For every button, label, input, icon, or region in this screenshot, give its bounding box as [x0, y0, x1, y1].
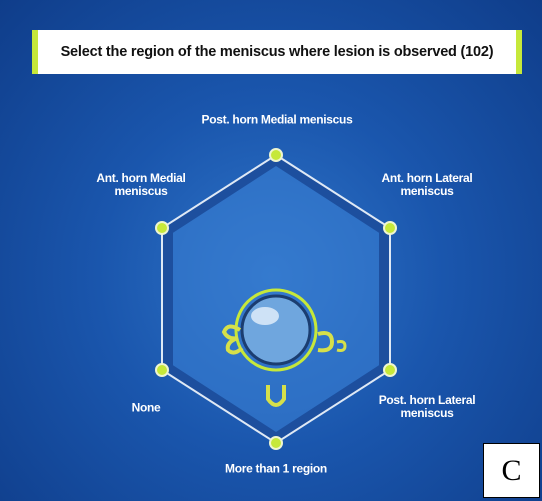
screen: Select the region of the meniscus where …	[0, 0, 542, 501]
option-dot[interactable]	[384, 222, 396, 234]
option-dot[interactable]	[270, 149, 282, 161]
panel-label: C	[483, 443, 540, 498]
option-dot[interactable]	[270, 437, 282, 449]
option-label[interactable]: More than 1 region	[196, 463, 356, 476]
option-label[interactable]: Ant. horn Lateral meniscus	[372, 172, 482, 198]
lens-highlight	[251, 307, 279, 325]
option-dot[interactable]	[156, 364, 168, 376]
title-bar: Select the region of the meniscus where …	[32, 30, 522, 74]
hexagon-graphic	[0, 0, 542, 501]
option-label[interactable]: Post. horn Medial meniscus	[177, 114, 377, 127]
option-label[interactable]: None	[106, 402, 186, 415]
title: Select the region of the meniscus where …	[61, 44, 494, 60]
option-label[interactable]: Ant. horn Medial meniscus	[86, 172, 196, 198]
option-label[interactable]: Post. horn Lateral meniscus	[372, 394, 482, 420]
option-dot[interactable]	[156, 222, 168, 234]
lens	[242, 296, 310, 364]
option-dot[interactable]	[384, 364, 396, 376]
